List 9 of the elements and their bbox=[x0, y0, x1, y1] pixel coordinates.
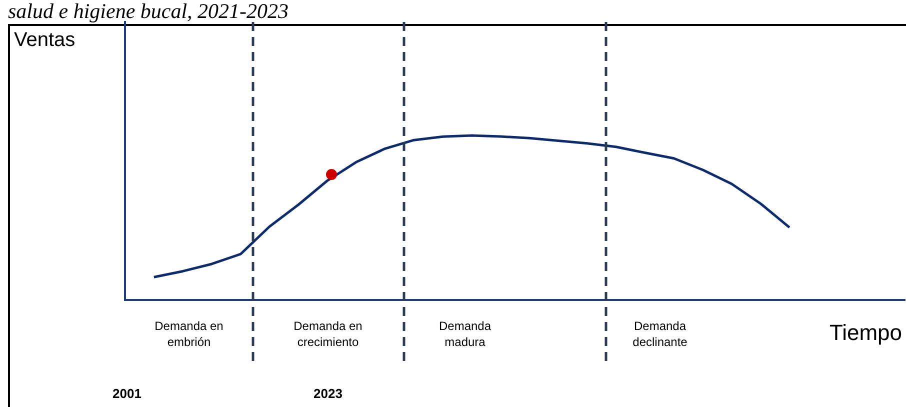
x-axis-title: Tiempo bbox=[829, 320, 902, 345]
y-axis-title: Ventas bbox=[14, 29, 76, 51]
text: 2023 bbox=[314, 386, 342, 401]
text: Demanda declinante bbox=[632, 319, 688, 349]
text: 2001 bbox=[112, 386, 142, 401]
text: Demanda en crecimiento bbox=[294, 319, 362, 349]
chart-title: salud e higiene bucal, 2021-2023 bbox=[8, 0, 289, 23]
text: Demanda madura bbox=[438, 319, 492, 349]
text: Demanda en embrión bbox=[154, 319, 224, 349]
